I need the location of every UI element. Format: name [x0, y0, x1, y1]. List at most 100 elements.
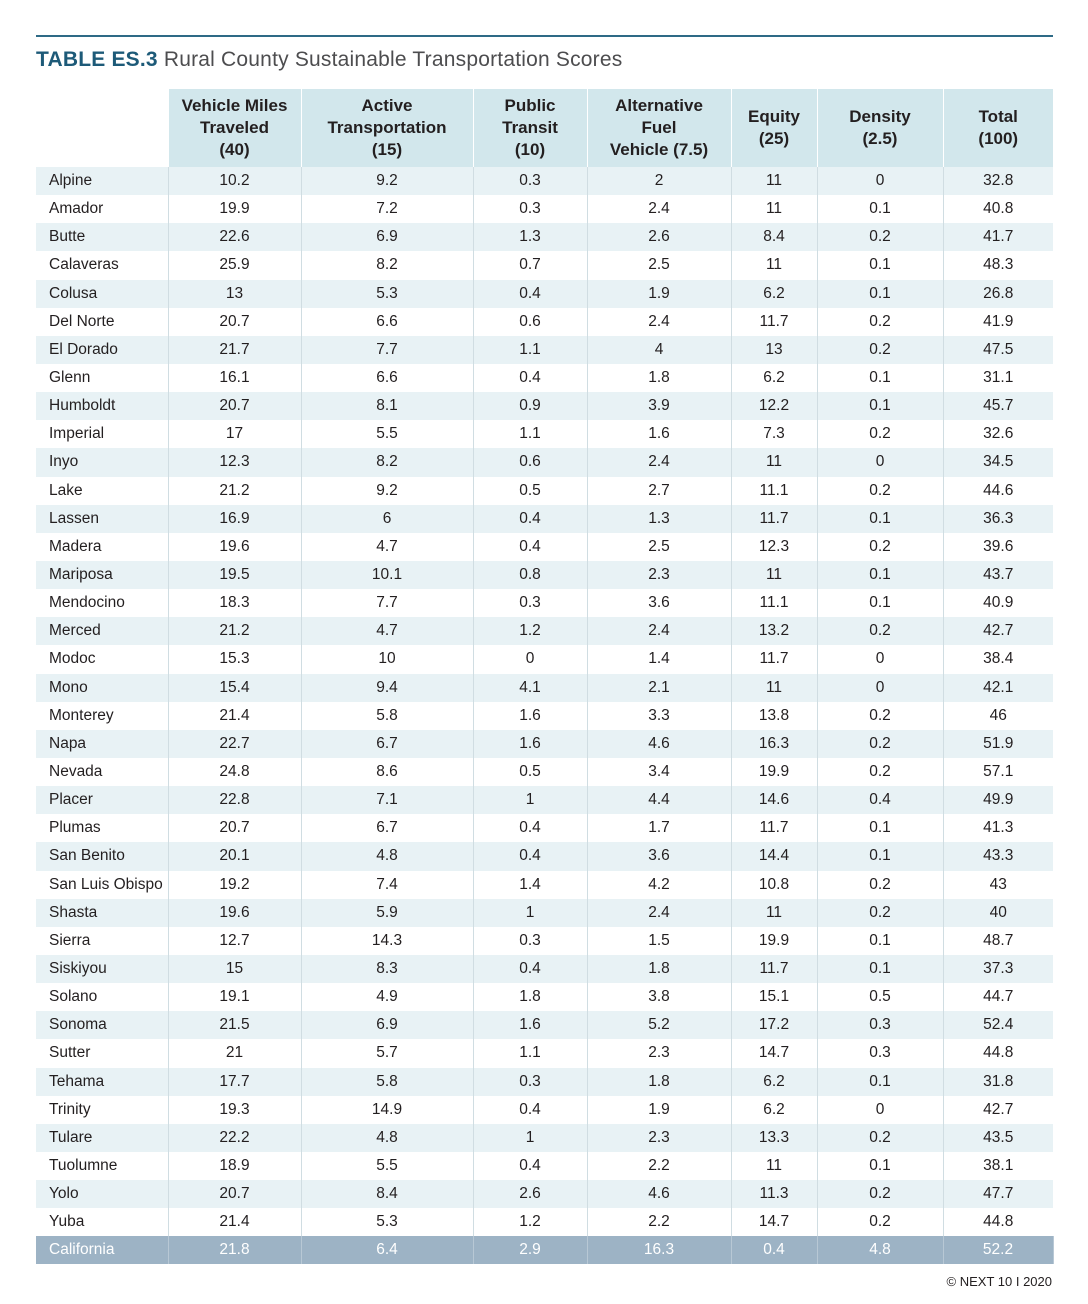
table-body: Alpine 10.2 9.2 0.3 2 11 0 32.8 Amador 19.9 7.2 0.3…: [36, 167, 1054, 1265]
score-cell: 18.9: [168, 1151, 302, 1181]
score-cell: 52.4: [943, 1011, 1053, 1040]
score-cell: 4.8: [301, 1123, 474, 1152]
score-cell: 15: [168, 954, 302, 984]
score-cell: 6.2: [731, 1067, 818, 1096]
score-cell: 44.7: [943, 983, 1053, 1012]
score-cell: 13.2: [731, 617, 818, 646]
county-name: Mono: [36, 673, 169, 702]
header-line: Traveled: [200, 118, 269, 137]
score-cell: 21.4: [168, 701, 302, 730]
score-cell: 19.9: [731, 757, 818, 787]
score-cell: 6: [301, 504, 474, 533]
table-row: Yuba 21.4 5.3 1.2 2.2 14.7 0.2 44.8: [36, 1208, 1053, 1237]
table-row: Napa 22.7 6.7 1.6 4.6 16.3 0.2 51.9: [36, 729, 1053, 758]
table-row: Modoc 15.3 10 0 1.4 11.7 0 38.4: [36, 645, 1053, 674]
score-cell: 2.4: [587, 195, 732, 224]
table-row: Tulare 22.2 4.8 1 2.3 13.3 0.2 43.5: [36, 1123, 1053, 1152]
table-row: Lassen 16.9 6 0.4 1.3 11.7 0.1 36.3: [36, 504, 1053, 533]
score-cell: 21.7: [168, 335, 302, 364]
score-cell: 13.8: [731, 701, 818, 730]
score-cell: 0.1: [817, 926, 944, 955]
score-cell: 0.2: [817, 757, 944, 787]
score-cell: 2.4: [587, 898, 732, 927]
county-name: Tehama: [36, 1067, 169, 1096]
county-name: Nevada: [36, 757, 169, 787]
score-cell: 52.2: [943, 1236, 1054, 1265]
score-cell: 0.3: [473, 926, 588, 955]
score-cell: 40.9: [943, 589, 1053, 618]
table-row: Glenn 16.1 6.6 0.4 1.8 6.2 0.1 31.1: [36, 363, 1053, 393]
score-cell: 10.8: [731, 870, 818, 899]
score-cell: 1: [473, 898, 588, 927]
score-cell: 7.7: [301, 335, 474, 364]
score-cell: 0.4: [473, 954, 588, 984]
score-cell: 4.2: [587, 870, 732, 899]
score-cell: 57.1: [943, 757, 1053, 787]
score-cell: 1: [473, 1123, 588, 1152]
county-name: Shasta: [36, 898, 169, 927]
score-cell: 48.7: [943, 926, 1053, 955]
score-cell: 13: [731, 335, 818, 364]
score-cell: 0.4: [473, 532, 588, 561]
score-cell: 16.1: [168, 363, 302, 393]
score-cell: 5.9: [301, 898, 474, 927]
header-line: Density: [849, 107, 911, 126]
county-name: Mendocino: [36, 589, 169, 618]
score-cell: 12.3: [731, 532, 818, 561]
score-cell: 0.1: [817, 363, 944, 393]
header-equity: Equity (25): [731, 89, 818, 167]
score-cell: 11: [731, 898, 818, 927]
score-cell: 6.7: [301, 729, 474, 758]
score-cell: 21.4: [168, 1208, 302, 1237]
score-cell: 46: [943, 701, 1053, 730]
score-cell: 5.2: [587, 1011, 732, 1040]
county-name: Imperial: [36, 420, 169, 449]
score-cell: 0.4: [473, 504, 588, 533]
score-cell: 1.9: [587, 279, 732, 308]
score-cell: 5.7: [301, 1039, 474, 1068]
score-cell: 0.2: [817, 532, 944, 561]
score-cell: 10.2: [168, 167, 302, 196]
score-cell: 3.8: [587, 983, 732, 1012]
score-cell: 3.6: [587, 589, 732, 618]
score-cell: 6.2: [731, 1095, 818, 1124]
score-cell: 1.9: [587, 1095, 732, 1124]
score-cell: 0.1: [817, 195, 944, 224]
table-row: Imperial 17 5.5 1.1 1.6 7.3 0.2 32.6: [36, 420, 1053, 449]
score-cell: 1.4: [587, 645, 732, 674]
score-cell: 20.7: [168, 307, 302, 336]
score-cell: 0.8: [473, 560, 588, 590]
table-row: Mariposa 19.5 10.1 0.8 2.3 11 0.1 43.7: [36, 560, 1053, 590]
score-cell: 0.4: [731, 1236, 818, 1265]
header-line: (15): [371, 140, 403, 159]
score-cell: 11: [731, 195, 818, 224]
score-cell: 0.1: [817, 279, 944, 308]
score-cell: 14.4: [731, 842, 818, 871]
score-cell: 38.4: [943, 645, 1053, 674]
county-name: Amador: [36, 195, 169, 224]
score-cell: 11: [731, 1151, 818, 1181]
score-cell: 2.4: [587, 307, 732, 336]
score-cell: 31.1: [943, 363, 1053, 393]
score-cell: 19.1: [168, 983, 302, 1012]
score-cell: 39.6: [943, 532, 1053, 561]
header-density: Density (2.5): [817, 89, 944, 167]
score-cell: 0.2: [817, 701, 944, 730]
table-row: Inyo 12.3 8.2 0.6 2.4 11 0 34.5: [36, 448, 1053, 477]
score-cell: 0: [817, 1095, 944, 1124]
score-cell: 1.8: [587, 363, 732, 393]
score-cell: 26.8: [943, 279, 1053, 308]
table-row: Mendocino 18.3 7.7 0.3 3.6 11.1 0.1 40.9: [36, 589, 1053, 618]
score-cell: 2.3: [587, 560, 732, 590]
score-cell: 2.3: [587, 1123, 732, 1152]
score-cell: 3.4: [587, 757, 732, 787]
score-cell: 32.8: [943, 167, 1053, 196]
score-cell: 2.6: [587, 223, 732, 252]
county-name: Solano: [36, 983, 169, 1012]
score-cell: 0.5: [473, 757, 588, 787]
score-cell: 4.7: [301, 532, 474, 561]
score-cell: 12.2: [731, 392, 818, 421]
table-row: Tuolumne 18.9 5.5 0.4 2.2 11 0.1 38.1: [36, 1151, 1053, 1181]
county-name: Humboldt: [36, 392, 169, 421]
score-cell: 0.1: [817, 1151, 944, 1181]
